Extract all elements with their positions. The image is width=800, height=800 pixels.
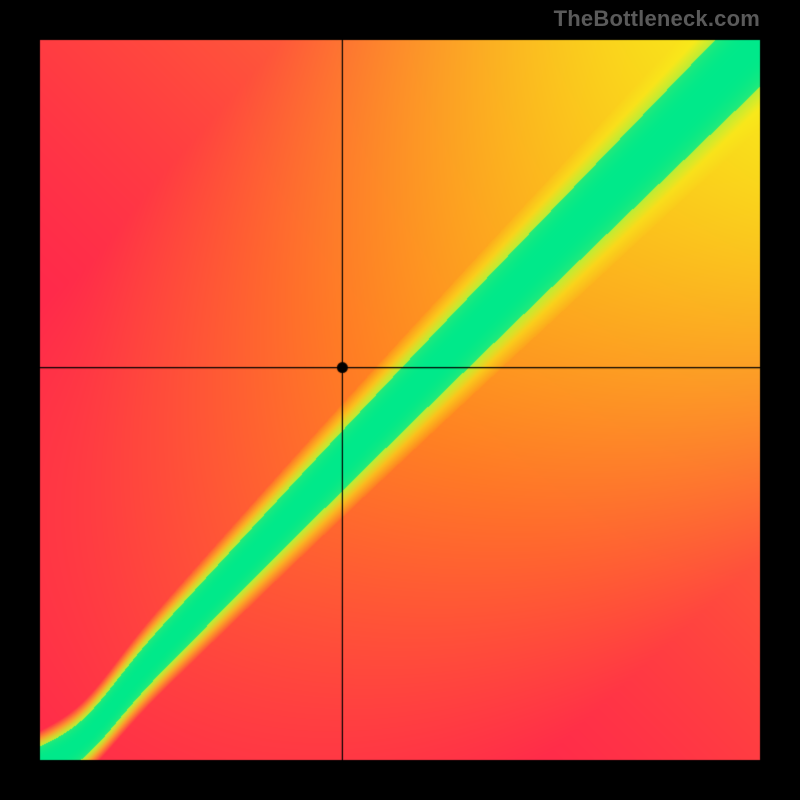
watermark-text: TheBottleneck.com <box>554 6 760 32</box>
bottleneck-heatmap <box>0 0 800 800</box>
